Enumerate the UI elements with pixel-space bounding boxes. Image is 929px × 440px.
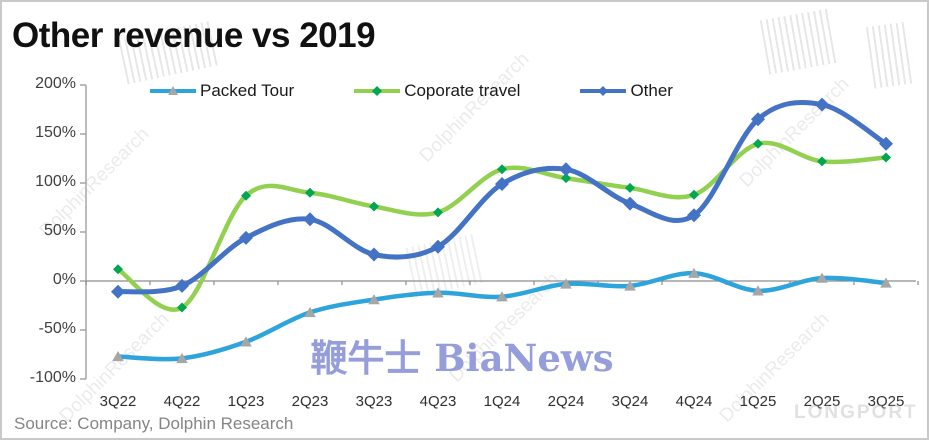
marker-other <box>303 212 317 227</box>
marker-other <box>815 97 829 112</box>
marker-coporate-travel <box>561 173 571 184</box>
y-tick-label: -50% <box>38 320 76 337</box>
marker-packed-tour <box>432 287 444 298</box>
y-tick-label: -100% <box>29 369 76 386</box>
marker-other <box>495 177 509 191</box>
marker-other <box>559 162 573 177</box>
marker-coporate-travel <box>177 302 187 313</box>
y-tick-label: 100% <box>35 173 76 190</box>
marker-other <box>687 208 701 223</box>
y-tick-label: 200% <box>35 75 76 92</box>
marker-coporate-travel <box>625 182 635 193</box>
legend-item-other[interactable]: Other <box>580 81 673 101</box>
marker-other <box>367 247 381 262</box>
marker-packed-tour <box>304 306 316 318</box>
marker-coporate-travel <box>689 189 699 200</box>
legend-label: Other <box>630 81 673 100</box>
x-tick-label: 4Q23 <box>419 393 457 410</box>
series-line-other <box>115 99 889 295</box>
y-tick-label: 0% <box>52 271 76 288</box>
legend-item-packed-tour[interactable]: Packed Tour <box>150 81 294 101</box>
marker-other <box>431 239 445 254</box>
marker-other <box>239 230 253 245</box>
x-tick-label: 4Q24 <box>675 393 713 410</box>
x-tick-label: 2Q23 <box>291 393 329 410</box>
marker-packed-tour <box>752 285 764 296</box>
diamond-legend-swatch-icon <box>580 86 627 96</box>
marker-coporate-travel <box>881 152 891 163</box>
legend-label: Coporate travel <box>404 81 521 100</box>
x-tick-label: 1Q24 <box>483 393 521 410</box>
x-tick-label: 2Q24 <box>547 393 585 410</box>
marker-coporate-travel <box>113 264 123 275</box>
marker-packed-tour <box>880 277 892 288</box>
x-tick-label: 3Q23 <box>355 393 393 410</box>
series-line-packed-tour <box>115 270 889 362</box>
diamond-legend-swatch-icon <box>354 86 401 96</box>
marker-other <box>879 136 893 151</box>
x-tick-label: 3Q25 <box>867 393 905 410</box>
y-tick-label: 150% <box>35 124 76 141</box>
marker-other <box>111 284 125 299</box>
y-tick-label: 50% <box>43 222 76 239</box>
marker-coporate-travel <box>369 201 379 212</box>
source-note: Source: Company, Dolphin Research <box>14 414 294 433</box>
marker-other <box>175 278 189 293</box>
marker-packed-tour <box>240 336 252 347</box>
legend-item-coporate-travel[interactable]: Coporate travel <box>354 81 520 101</box>
x-tick-label: 4Q22 <box>163 393 201 410</box>
marker-coporate-travel <box>753 138 763 149</box>
marker-packed-tour <box>624 280 636 291</box>
x-tick-label: 1Q23 <box>227 393 265 410</box>
marker-packed-tour <box>176 352 188 364</box>
chart-title: Other revenue vs 2019 <box>12 16 376 55</box>
marker-coporate-travel <box>817 156 827 167</box>
marker-packed-tour <box>688 267 700 278</box>
legend-label: Packed Tour <box>200 81 295 100</box>
marker-other <box>751 112 765 127</box>
x-tick-label: 3Q24 <box>611 393 649 410</box>
x-tick-label: 2Q25 <box>803 393 841 410</box>
marker-coporate-travel <box>433 207 443 218</box>
marker-packed-tour <box>816 272 828 283</box>
marker-coporate-travel <box>497 164 507 175</box>
marker-packed-tour <box>112 351 124 362</box>
triangle-legend-swatch-icon <box>150 86 196 95</box>
marker-coporate-travel <box>241 190 251 201</box>
x-tick-label: 3Q22 <box>99 393 137 410</box>
legend: Packed Tour Coporate travel Other <box>86 80 673 102</box>
marker-coporate-travel <box>305 187 315 198</box>
marker-packed-tour <box>368 294 380 305</box>
marker-other <box>623 196 637 211</box>
x-tick-label: 1Q25 <box>739 393 777 410</box>
marker-packed-tour <box>560 278 572 289</box>
marker-packed-tour <box>496 291 508 302</box>
